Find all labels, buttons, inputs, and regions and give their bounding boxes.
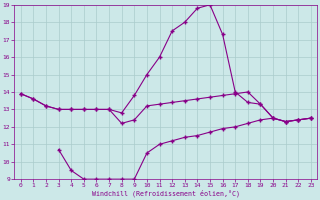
X-axis label: Windchill (Refroidissement éolien,°C): Windchill (Refroidissement éolien,°C) xyxy=(92,190,240,197)
